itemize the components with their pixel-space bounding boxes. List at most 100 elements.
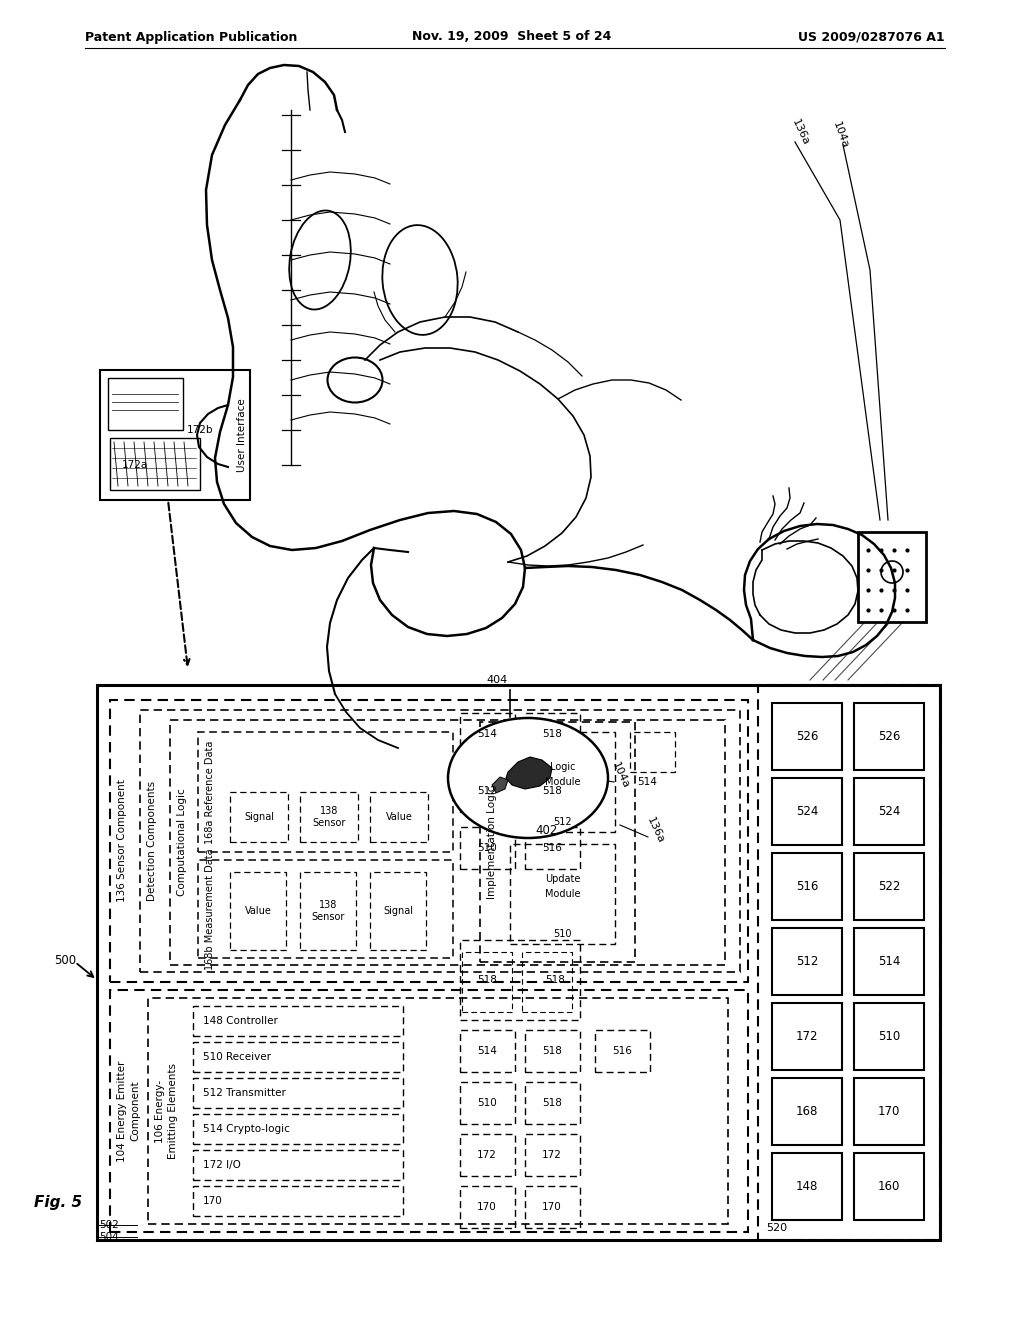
Text: 138
Sensor: 138 Sensor bbox=[311, 900, 345, 921]
Text: Signal: Signal bbox=[383, 906, 413, 916]
Text: 504: 504 bbox=[99, 1232, 119, 1242]
Bar bbox=[198, 733, 453, 851]
Text: Module: Module bbox=[545, 777, 581, 787]
Text: 510: 510 bbox=[477, 1098, 497, 1107]
Text: 510: 510 bbox=[878, 1030, 900, 1043]
Text: 170: 170 bbox=[477, 1203, 497, 1212]
Text: 168b Measurement Data: 168b Measurement Data bbox=[205, 849, 215, 970]
Text: 526: 526 bbox=[878, 730, 900, 743]
Ellipse shape bbox=[449, 718, 608, 838]
Text: 518: 518 bbox=[542, 785, 562, 796]
Bar bbox=[525, 828, 580, 869]
Bar bbox=[525, 1030, 580, 1072]
Text: 172: 172 bbox=[542, 1150, 562, 1160]
Text: 520: 520 bbox=[766, 1224, 787, 1233]
Text: 522: 522 bbox=[878, 880, 900, 894]
Bar bbox=[100, 370, 250, 500]
Bar bbox=[230, 873, 286, 950]
Bar bbox=[510, 843, 615, 944]
Text: 170: 170 bbox=[203, 1196, 223, 1206]
Text: 170: 170 bbox=[542, 1203, 562, 1212]
Text: Value: Value bbox=[245, 906, 271, 916]
Bar bbox=[854, 853, 924, 920]
Bar bbox=[300, 873, 356, 950]
Text: Emitting Elements: Emitting Elements bbox=[168, 1063, 178, 1159]
Text: Update: Update bbox=[545, 874, 581, 884]
Text: 168: 168 bbox=[796, 1105, 818, 1118]
Text: 524: 524 bbox=[796, 805, 818, 818]
Bar bbox=[854, 777, 924, 845]
Bar bbox=[193, 1114, 403, 1144]
Text: 138
Sensor: 138 Sensor bbox=[312, 807, 346, 828]
Text: 168a Reference Data: 168a Reference Data bbox=[205, 741, 215, 843]
Bar bbox=[170, 719, 725, 965]
Bar bbox=[772, 1003, 842, 1071]
Bar bbox=[525, 1185, 580, 1228]
Text: 500: 500 bbox=[54, 953, 76, 966]
Bar bbox=[525, 713, 580, 755]
Text: Component: Component bbox=[130, 1081, 140, 1142]
Text: 514: 514 bbox=[477, 729, 497, 739]
Bar bbox=[97, 685, 940, 1239]
Bar bbox=[148, 998, 728, 1224]
Bar bbox=[772, 928, 842, 995]
Bar bbox=[460, 1134, 515, 1176]
Text: US 2009/0287076 A1: US 2009/0287076 A1 bbox=[799, 30, 945, 44]
Text: 136 Sensor Component: 136 Sensor Component bbox=[117, 780, 127, 903]
Bar bbox=[460, 713, 515, 755]
Bar bbox=[110, 438, 200, 490]
Text: Value: Value bbox=[386, 812, 413, 822]
Text: 512 Transmitter: 512 Transmitter bbox=[203, 1088, 286, 1098]
Bar bbox=[772, 777, 842, 845]
Text: 516: 516 bbox=[542, 843, 562, 853]
Bar bbox=[525, 1082, 580, 1125]
Text: 172 I/O: 172 I/O bbox=[203, 1160, 241, 1170]
Text: Fig. 5: Fig. 5 bbox=[34, 1195, 82, 1209]
Text: 510: 510 bbox=[553, 929, 571, 939]
Text: 518: 518 bbox=[477, 975, 497, 985]
Text: Computational Logic: Computational Logic bbox=[177, 788, 187, 896]
Text: 502: 502 bbox=[99, 1220, 119, 1230]
Text: Nov. 19, 2009  Sheet 5 of 24: Nov. 19, 2009 Sheet 5 of 24 bbox=[413, 30, 611, 44]
Bar bbox=[522, 952, 572, 1012]
Text: 170: 170 bbox=[878, 1105, 900, 1118]
Bar bbox=[525, 770, 580, 812]
Bar bbox=[193, 1006, 403, 1036]
Bar bbox=[510, 733, 615, 832]
Bar bbox=[480, 722, 635, 962]
Bar bbox=[140, 710, 740, 972]
Text: 514: 514 bbox=[878, 954, 900, 968]
Bar bbox=[110, 990, 748, 1232]
Bar bbox=[854, 928, 924, 995]
Text: 136a: 136a bbox=[790, 117, 810, 147]
Bar bbox=[460, 1185, 515, 1228]
Bar bbox=[460, 1082, 515, 1125]
Text: 512: 512 bbox=[796, 954, 818, 968]
Bar bbox=[630, 733, 675, 772]
Bar bbox=[854, 1152, 924, 1220]
Text: User Interface: User Interface bbox=[237, 399, 247, 471]
Text: 526: 526 bbox=[796, 730, 818, 743]
Bar bbox=[193, 1150, 403, 1180]
Text: Logic: Logic bbox=[550, 762, 575, 772]
Text: Signal: Signal bbox=[244, 812, 274, 822]
Bar bbox=[772, 853, 842, 920]
Bar bbox=[772, 704, 842, 770]
Bar bbox=[772, 1152, 842, 1220]
Text: 104 Energy Emitter: 104 Energy Emitter bbox=[117, 1060, 127, 1162]
Text: 518: 518 bbox=[542, 729, 562, 739]
Text: 514: 514 bbox=[637, 777, 657, 787]
Text: 172: 172 bbox=[796, 1030, 818, 1043]
Bar bbox=[460, 1030, 515, 1072]
Bar bbox=[110, 700, 748, 982]
Text: 404: 404 bbox=[486, 675, 508, 685]
Text: 512: 512 bbox=[477, 785, 497, 796]
Bar bbox=[525, 1134, 580, 1176]
Bar bbox=[772, 1078, 842, 1144]
Text: 518: 518 bbox=[542, 1098, 562, 1107]
Bar bbox=[193, 1078, 403, 1107]
Bar bbox=[758, 685, 940, 1239]
Bar bbox=[854, 704, 924, 770]
Text: 524: 524 bbox=[878, 805, 900, 818]
Bar bbox=[370, 873, 426, 950]
